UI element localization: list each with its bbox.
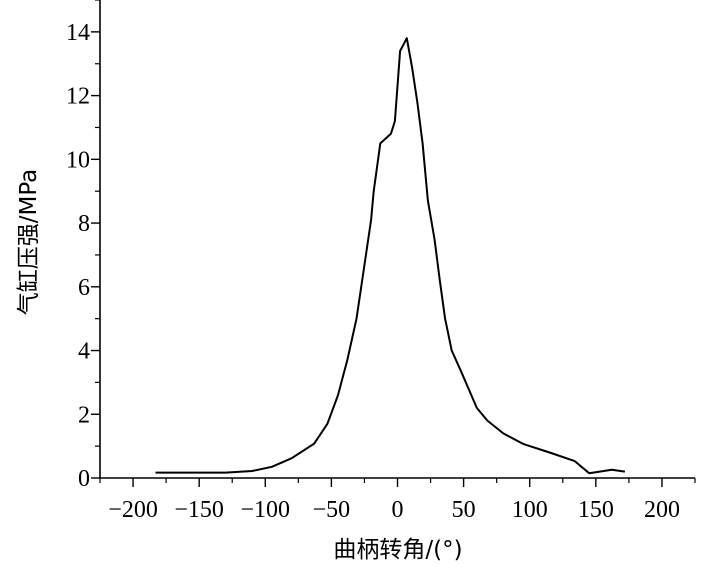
x-tick-label: 50: [452, 497, 476, 523]
y-tick-label: 2: [78, 402, 90, 428]
x-tick-label: −200: [108, 497, 158, 523]
x-tick-label: 200: [644, 497, 680, 523]
y-tick-label: 8: [78, 211, 90, 237]
tick-labels-layer: −200 −150 −100 −50 0 50 100 150 200 0 2 4 6 8 10 12 14: [66, 20, 680, 523]
y-axis-title: 气缸压强/MPa: [16, 169, 42, 316]
x-tick-label: 100: [512, 497, 548, 523]
x-tick-label: −50: [313, 497, 351, 523]
x-tick-label: 150: [578, 497, 614, 523]
y-tick-label: 12: [66, 84, 90, 110]
pressure-curve: [155, 37, 626, 475]
y-tick-label: 6: [78, 275, 90, 301]
x-axis-title: 曲柄转角/(°): [333, 537, 462, 563]
y-tick-label: 14: [66, 20, 90, 46]
x-tick-label: −150: [174, 497, 224, 523]
x-tick-label: 0: [392, 497, 404, 523]
y-tick-label: 0: [78, 466, 90, 492]
y-tick-label: 4: [78, 339, 90, 365]
x-tick-label: −100: [241, 497, 291, 523]
y-tick-label: 10: [66, 147, 90, 173]
ticks-layer: [91, 0, 696, 487]
